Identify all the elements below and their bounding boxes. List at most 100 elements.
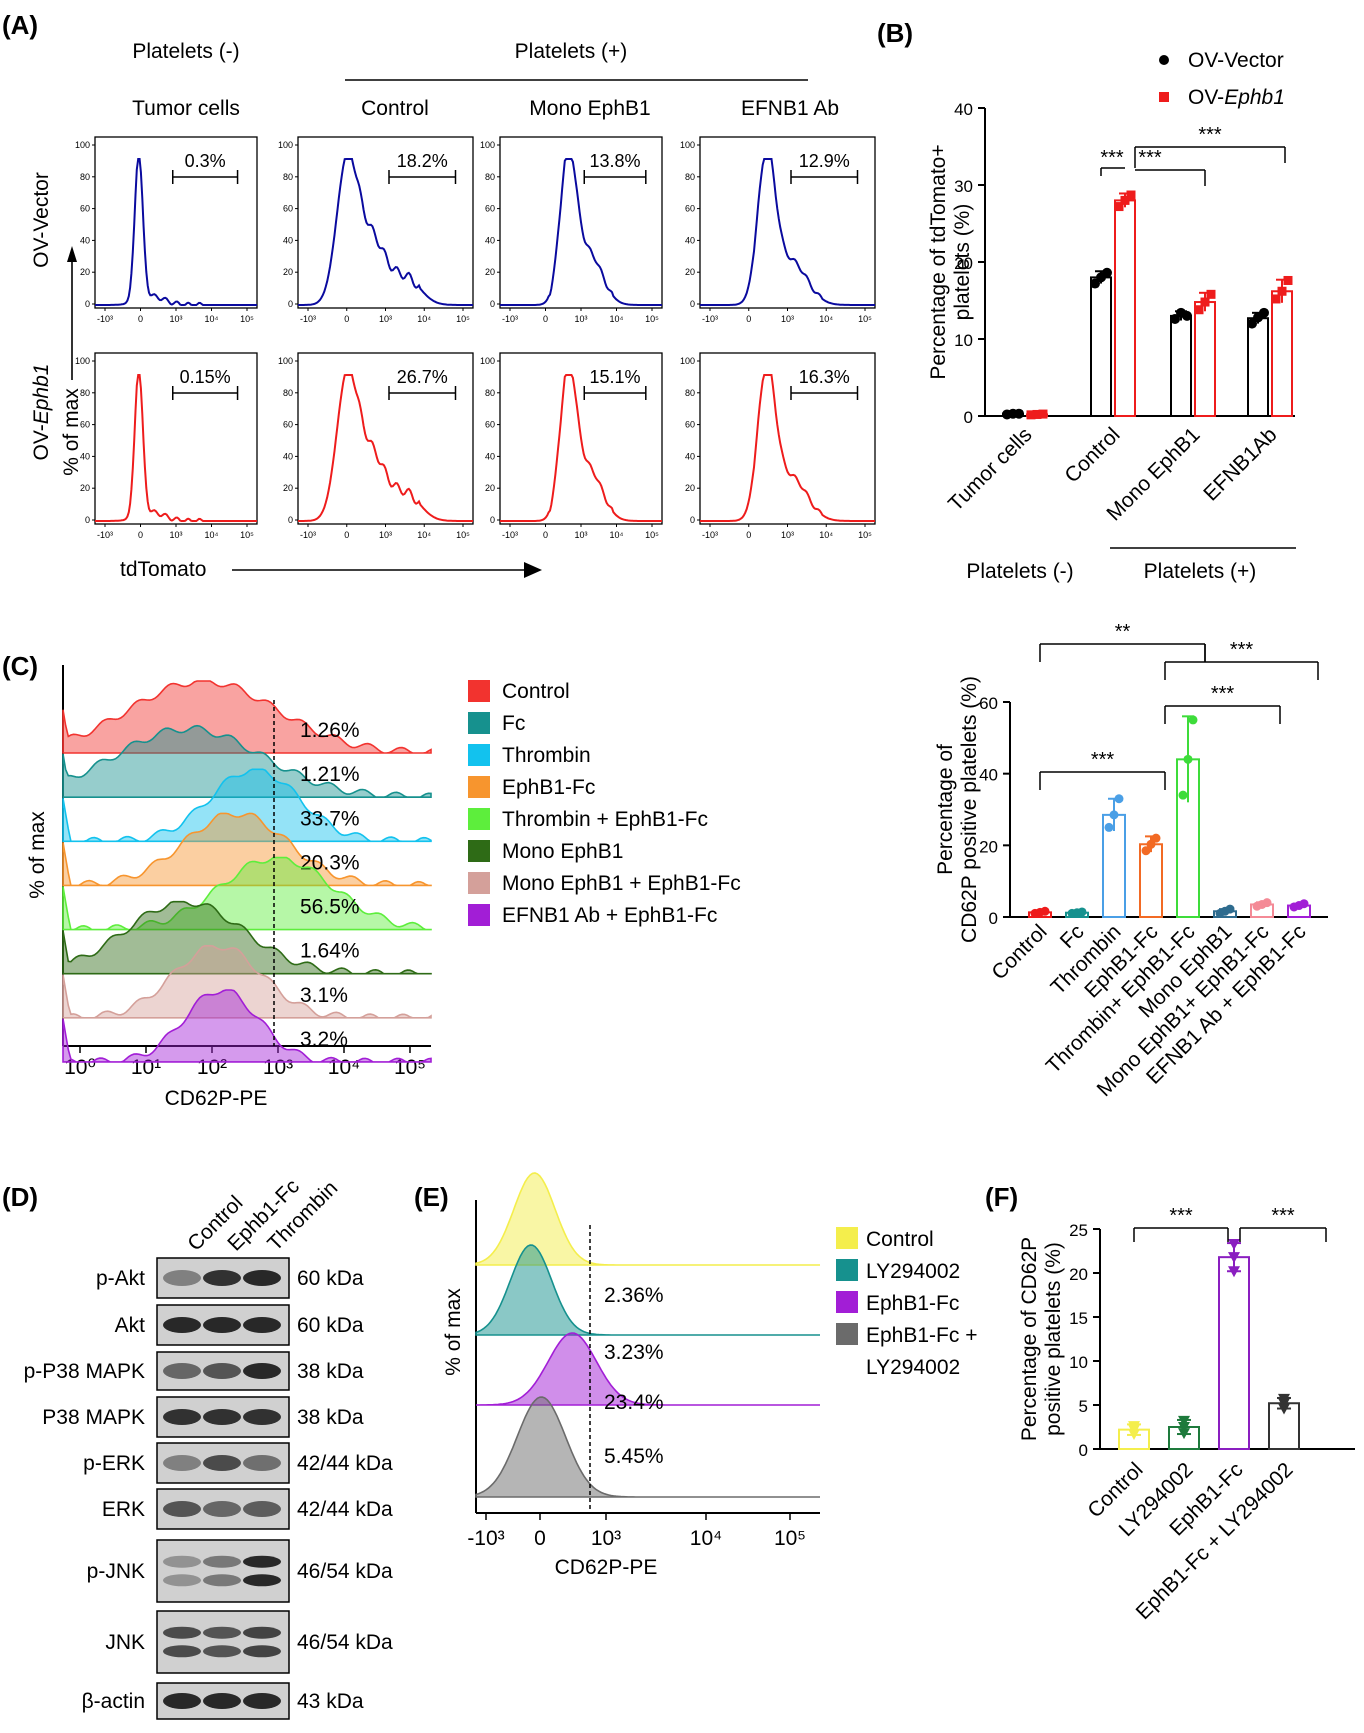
legend-label: EFNB1 Ab + EphB1-Fc — [502, 904, 717, 927]
blot-band — [203, 1501, 241, 1517]
legend-swatch — [836, 1259, 858, 1281]
blot-strip — [156, 1539, 290, 1603]
legend-label: Fc — [502, 712, 525, 735]
histogram-curve — [500, 158, 662, 306]
gate-percent: 1.21% — [300, 763, 360, 786]
blot-band — [243, 1555, 281, 1568]
panel-label-e: (E) — [414, 1182, 449, 1212]
data-point — [1178, 1422, 1190, 1433]
legend-swatch — [468, 808, 490, 830]
y-tick-label: 60 — [485, 420, 495, 430]
y-axis-label: Percentage of — [934, 744, 957, 875]
blot-band — [203, 1626, 241, 1639]
blot-band — [163, 1409, 201, 1425]
y-tick-label: 0 — [690, 299, 695, 309]
legend-label: LY294002 — [866, 1356, 960, 1379]
histogram-curve — [700, 158, 875, 306]
legend-swatch — [468, 776, 490, 798]
y-tick-label: 0 — [288, 515, 293, 525]
y-tick-label: 10 — [954, 331, 973, 350]
bar — [1247, 317, 1269, 417]
blot-protein-label: ERK — [102, 1498, 145, 1521]
significance-label: *** — [1198, 124, 1222, 146]
data-point — [1206, 289, 1216, 299]
data-point — [1151, 833, 1161, 843]
blot-band — [163, 1317, 201, 1333]
category-label: Tumor cells — [944, 423, 1036, 515]
data-point — [1271, 294, 1281, 304]
histogram-curve — [700, 374, 875, 522]
y-tick-label: 0 — [85, 299, 90, 309]
blot-protein-label: p-Akt — [96, 1267, 145, 1290]
panel-a-x-arrowhead — [524, 562, 542, 578]
x-tick-label: 10⁴ — [417, 314, 431, 324]
row-label-ov-vector: OV-Vector — [30, 172, 53, 268]
panel-e-overlaid-histograms: % of max CD62P-PE -10³ 0 10³ 10⁴ 10⁵ 2.36% 3.23%… — [442, 1172, 977, 1579]
blot-band — [203, 1574, 241, 1587]
y-axis-label: Percentage of CD62P — [1018, 1237, 1041, 1441]
blot-size-label: 42/44 kDa — [297, 1498, 393, 1521]
significance-label: *** — [1100, 147, 1124, 169]
blot-size-label: 43 kDa — [297, 1690, 364, 1713]
y-tick-label: 0 — [989, 909, 998, 928]
x-tick-label: 10⁴ — [205, 314, 219, 324]
histogram-curve — [298, 374, 473, 522]
histogram-curve — [95, 374, 257, 522]
legend-marker — [1159, 55, 1169, 65]
data-point — [1141, 846, 1151, 856]
data-point — [1247, 318, 1257, 329]
blot-band — [163, 1455, 201, 1471]
blot-protein-label: p-P38 MAPK — [24, 1360, 145, 1383]
y-tick-label: 40 — [979, 766, 998, 785]
histogram-curve — [62, 900, 432, 975]
bar — [1218, 1256, 1250, 1451]
x-tick-label: 10⁴ — [819, 530, 833, 540]
y-axis-label: positive platelets (%) — [1042, 1242, 1065, 1436]
y-tick-label: 60 — [685, 420, 695, 430]
y-tick-label: 20 — [685, 267, 695, 277]
data-point — [1225, 904, 1235, 914]
y-tick-label: 40 — [485, 235, 495, 245]
blot-band — [243, 1270, 281, 1286]
x-tick-label: 10⁵ — [858, 314, 872, 324]
blot-band — [163, 1693, 201, 1709]
x-tick-label: 10⁵ — [456, 530, 470, 540]
legend-label: Mono EphB1 + EphB1-Fc — [502, 872, 741, 895]
y-tick-label: 20 — [1069, 1265, 1088, 1284]
category-label: Control — [1060, 423, 1124, 487]
data-point — [1120, 195, 1130, 205]
gate-percent: 0.3% — [185, 151, 226, 171]
row-label-gene: Ephb1 — [30, 364, 53, 425]
legend-swatch — [836, 1227, 858, 1249]
blot-protein-label: β-actin — [82, 1690, 145, 1713]
x-tick-label: 10⁴ — [610, 314, 624, 324]
legend-marker — [1159, 92, 1169, 102]
y-tick-label: 0 — [288, 299, 293, 309]
header-platelets-pos: Platelets (+) — [515, 40, 628, 63]
blot-band — [203, 1363, 241, 1379]
histogram-curve — [62, 680, 432, 754]
histogram-curve — [62, 724, 432, 798]
x-tick-label: -10³ — [702, 530, 718, 540]
y-tick-label: 100 — [680, 140, 695, 150]
legend-swatch — [468, 904, 490, 926]
legend-prefix: OV- — [1188, 86, 1224, 109]
panel-label-a: (A) — [2, 10, 38, 40]
x-tick-label: 0 — [746, 530, 751, 540]
histogram-curve — [476, 1332, 820, 1406]
blot-size-label: 46/54 kDa — [297, 1631, 393, 1654]
y-tick-label: 100 — [278, 356, 293, 366]
y-tick-label: 40 — [954, 100, 973, 119]
bar — [1170, 314, 1192, 417]
significance-label: *** — [1230, 639, 1254, 661]
blot-band — [163, 1574, 201, 1587]
histogram-curve — [500, 374, 662, 522]
x-tick-label: 10⁵ — [858, 530, 872, 540]
x-tick-label: 10⁴ — [205, 530, 219, 540]
blot-band — [203, 1270, 241, 1286]
data-point — [1090, 278, 1100, 289]
blot-protein-label: JNK — [105, 1631, 145, 1654]
legend-label: Mono EphB1 — [502, 840, 623, 863]
x-tick-label: 10⁴ — [690, 1527, 722, 1550]
y-axis-label: platelets (%) — [951, 204, 974, 321]
